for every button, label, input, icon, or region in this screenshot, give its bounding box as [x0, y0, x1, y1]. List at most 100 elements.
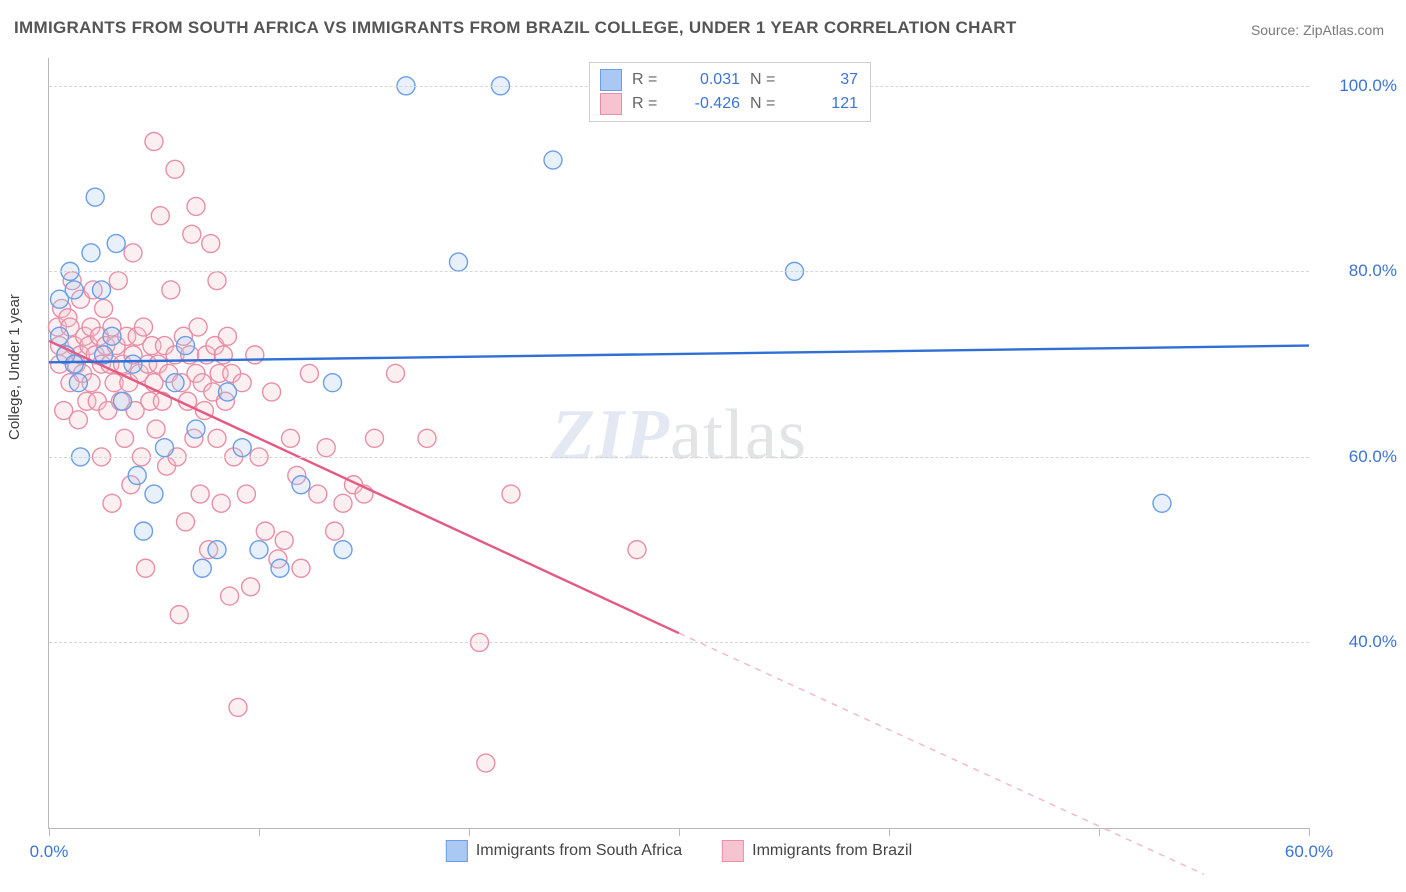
legend-row-series-a: R = 0.031 N = 37: [600, 68, 858, 92]
x-tick-label: 60.0%: [1285, 842, 1333, 862]
data-point: [124, 355, 142, 373]
x-tick-label: 0.0%: [30, 842, 69, 862]
data-point: [166, 160, 184, 178]
legend-item-a: Immigrants from South Africa: [446, 840, 682, 862]
data-point: [170, 606, 188, 624]
x-tick: [889, 828, 890, 836]
data-point: [166, 374, 184, 392]
data-point: [162, 281, 180, 299]
data-point: [334, 541, 352, 559]
data-point: [256, 522, 274, 540]
data-point: [208, 541, 226, 559]
data-point: [93, 281, 111, 299]
data-point: [65, 281, 83, 299]
data-point: [326, 522, 344, 540]
gridline: [49, 457, 1309, 458]
data-point: [1153, 494, 1171, 512]
data-point: [189, 318, 207, 336]
data-point: [309, 485, 327, 503]
x-tick: [259, 828, 260, 836]
data-point: [191, 485, 209, 503]
data-point: [300, 364, 318, 382]
data-point: [229, 698, 247, 716]
data-point: [334, 494, 352, 512]
x-tick: [1099, 828, 1100, 836]
regression-line: [679, 633, 1204, 874]
data-point: [69, 411, 87, 429]
data-point: [418, 429, 436, 447]
data-point: [147, 420, 165, 438]
chart-title: IMMIGRANTS FROM SOUTH AFRICA VS IMMIGRAN…: [14, 18, 1017, 38]
legend-r-value-a: 0.031: [676, 68, 740, 92]
data-point: [242, 578, 260, 596]
legend-label-a: Immigrants from South Africa: [476, 842, 682, 860]
data-point: [128, 466, 146, 484]
legend-swatch-b2: [722, 840, 744, 862]
gridline: [49, 642, 1309, 643]
data-point: [107, 235, 125, 253]
data-point: [153, 392, 171, 410]
data-point: [317, 439, 335, 457]
x-tick: [679, 828, 680, 836]
data-point: [193, 559, 211, 577]
regression-line: [49, 341, 679, 633]
legend-row-series-b: R = -0.426 N = 121: [600, 92, 858, 116]
data-point: [387, 364, 405, 382]
data-point: [137, 559, 155, 577]
data-point: [292, 476, 310, 494]
data-point: [233, 439, 251, 457]
data-point: [177, 513, 195, 531]
data-point: [145, 485, 163, 503]
data-point: [477, 754, 495, 772]
data-point: [151, 207, 169, 225]
data-point: [221, 587, 239, 605]
data-point: [292, 559, 310, 577]
correlation-legend: R = 0.031 N = 37 R = -0.426 N = 121: [589, 62, 871, 122]
data-point: [145, 132, 163, 150]
data-point: [246, 346, 264, 364]
data-point: [177, 337, 195, 355]
x-tick: [1309, 828, 1310, 836]
data-point: [544, 151, 562, 169]
source-attribution: Source: ZipAtlas.com: [1251, 22, 1384, 38]
legend-swatch-b: [600, 93, 622, 115]
data-point: [135, 522, 153, 540]
data-point: [212, 494, 230, 512]
data-point: [202, 235, 220, 253]
data-point: [124, 244, 142, 262]
y-tick-label: 100.0%: [1339, 76, 1397, 96]
data-point: [156, 439, 174, 457]
x-tick: [49, 828, 50, 836]
data-point: [324, 374, 342, 392]
gridline: [49, 271, 1309, 272]
chart-plot-area: ZIPatlas R = 0.031 N = 37 R = -0.426 N =…: [48, 58, 1309, 829]
data-point: [263, 383, 281, 401]
data-point: [82, 244, 100, 262]
data-point: [114, 392, 132, 410]
data-point: [187, 420, 205, 438]
data-point: [282, 429, 300, 447]
data-point: [109, 272, 127, 290]
data-point: [271, 559, 289, 577]
legend-label-b: Immigrants from Brazil: [752, 842, 912, 860]
y-tick-label: 80.0%: [1349, 261, 1397, 281]
legend-n-label: N =: [750, 68, 784, 92]
data-point: [187, 197, 205, 215]
data-point: [103, 327, 121, 345]
data-point: [208, 272, 226, 290]
data-point: [219, 383, 237, 401]
data-point: [502, 485, 520, 503]
y-axis-label: College, Under 1 year: [6, 294, 23, 440]
legend-swatch-a: [600, 69, 622, 91]
y-tick-label: 40.0%: [1349, 632, 1397, 652]
data-point: [183, 225, 201, 243]
data-point: [237, 485, 255, 503]
data-point: [366, 429, 384, 447]
regression-line: [49, 346, 1309, 363]
x-tick: [469, 828, 470, 836]
data-point: [628, 541, 646, 559]
legend-n-value-a: 37: [794, 68, 858, 92]
data-point: [65, 355, 83, 373]
data-point: [135, 318, 153, 336]
data-point: [69, 374, 87, 392]
